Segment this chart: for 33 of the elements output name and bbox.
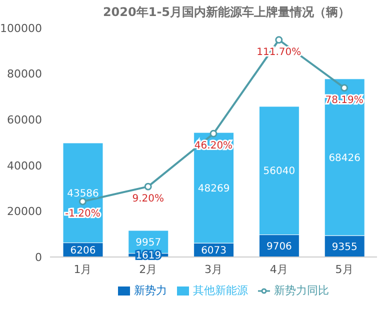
x-tick-label: 1月 [74,262,92,276]
y-tick-label: 20000 [7,205,42,218]
y-tick-label: 60000 [7,114,42,127]
point [144,182,152,190]
point [78,198,86,206]
data-label: 9.20% [132,194,164,205]
y-tick-label: 40000 [7,159,42,172]
data-label: 78.19% [325,94,364,106]
x-tick-label: 3月 [204,262,222,276]
y-tick-label: 80000 [7,68,42,81]
data-label: 46.20% [194,140,233,152]
data-label: 9355 [332,242,358,253]
x-tick-label: 5月 [335,262,354,276]
data-label: 43586 [67,188,99,200]
point [275,36,283,44]
data-label: 6073 [201,246,227,257]
legend-label: 其他新能源 [193,284,248,297]
legend-label: 新势力同比 [274,284,329,297]
data-label: 56040 [263,166,296,178]
data-label: 48269 [198,183,230,194]
data-label: -1.20% [65,208,100,220]
legend-label: 新势力 [134,284,167,297]
point [210,130,218,138]
chart-title: 2020年1-5月国内新能源车上牌量情况（辆） [102,4,352,21]
data-label: 6206 [70,245,96,256]
y-tick-label: 100000 [0,22,42,35]
data-label: 9706 [266,241,292,252]
data-label: 9957 [136,237,162,248]
x-tick-label: 4月 [270,262,288,276]
x-tick-label: 2月 [139,262,158,276]
point [340,84,348,92]
y-tick-label: 0 [35,250,42,264]
data-label: 68426 [328,152,361,164]
